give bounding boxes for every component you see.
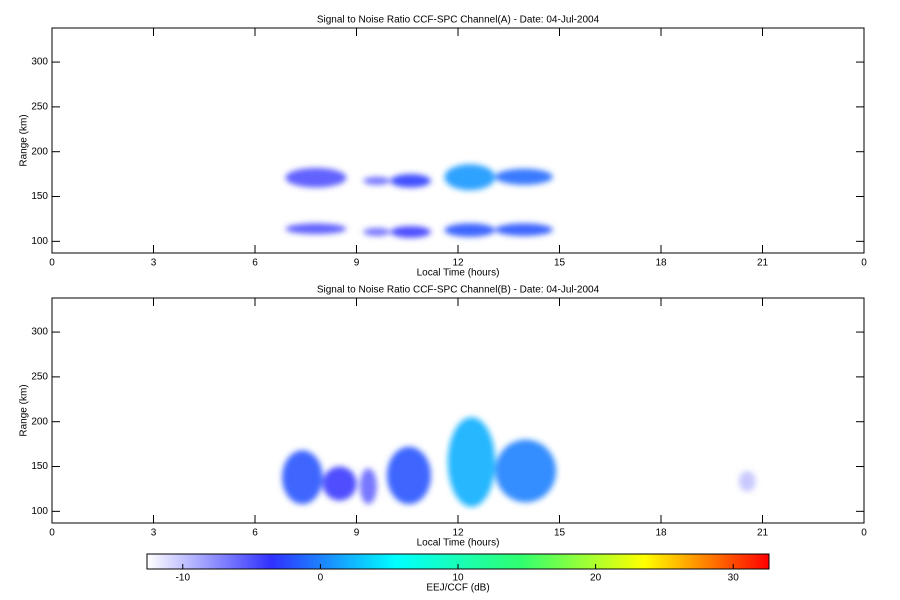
echo-region: [322, 466, 357, 501]
y-tick-label: 250: [31, 372, 48, 383]
y-tick-label: 300: [31, 327, 48, 338]
x-tick-label: 3: [151, 528, 157, 539]
echo-region: [738, 471, 756, 492]
colorbar-tick-label: 20: [590, 573, 602, 584]
x-tick-label: 0: [861, 528, 867, 539]
echo-region: [495, 439, 557, 503]
x-tick-label: 6: [252, 258, 258, 269]
y-tick-label: 150: [31, 191, 48, 202]
x-tick-label: 6: [252, 528, 258, 539]
echo-region: [282, 450, 323, 505]
colorbar-label: EEJ/CCF (dB): [426, 583, 489, 594]
echo-region: [444, 164, 496, 191]
echo-regions: [285, 164, 553, 238]
x-tick-label: 21: [757, 528, 769, 539]
colorbar-tick-label: 0: [318, 573, 324, 584]
echo-region: [447, 417, 496, 507]
x-tick-label: 21: [757, 258, 769, 269]
echo-region: [359, 468, 377, 505]
panel-title: Signal to Noise Ratio CCF-SPC Channel(A)…: [317, 15, 600, 26]
x-tick-label: 9: [354, 258, 360, 269]
y-tick-label: 300: [31, 57, 48, 68]
echo-region: [363, 227, 391, 236]
x-tick-label: 0: [49, 258, 55, 269]
x-tick-label: 12: [452, 528, 464, 539]
echo-region: [444, 223, 496, 237]
y-tick-label: 200: [31, 416, 48, 427]
y-tick-label: 200: [31, 146, 48, 157]
echo-region: [285, 167, 347, 188]
echo-region: [363, 176, 391, 185]
plot-frame: [51, 27, 865, 254]
x-axis-label: Local Time (hours): [417, 538, 500, 549]
x-axis-label: Local Time (hours): [417, 268, 500, 279]
echo-region: [495, 168, 553, 185]
echo-region: [390, 174, 431, 188]
y-tick-label: 100: [31, 236, 48, 247]
y-axis-label: Range (km): [19, 384, 30, 436]
x-tick-label: 15: [554, 258, 566, 269]
x-tick-label: 0: [49, 528, 55, 539]
y-tick-label: 250: [31, 102, 48, 113]
echo-region: [386, 446, 431, 505]
y-axis-label: Range (km): [19, 114, 30, 166]
x-tick-label: 18: [655, 258, 667, 269]
y-tick-label: 100: [31, 506, 48, 517]
x-tick-label: 18: [655, 528, 667, 539]
colorbar-tick-label: 10: [452, 573, 464, 584]
echo-regions: [282, 417, 756, 507]
x-tick-label: 0: [861, 258, 867, 269]
panel-title: Signal to Noise Ratio CCF-SPC Channel(B)…: [317, 285, 600, 296]
colorbar-tick-label: -10: [176, 573, 191, 584]
x-tick-label: 12: [452, 258, 464, 269]
colorbar-tick-label: 30: [728, 573, 740, 584]
echo-region: [390, 226, 431, 238]
x-tick-label: 9: [354, 528, 360, 539]
y-tick-label: 150: [31, 461, 48, 472]
echo-region: [495, 223, 553, 236]
x-tick-label: 3: [151, 258, 157, 269]
echo-region: [285, 223, 347, 235]
x-tick-label: 15: [554, 528, 566, 539]
